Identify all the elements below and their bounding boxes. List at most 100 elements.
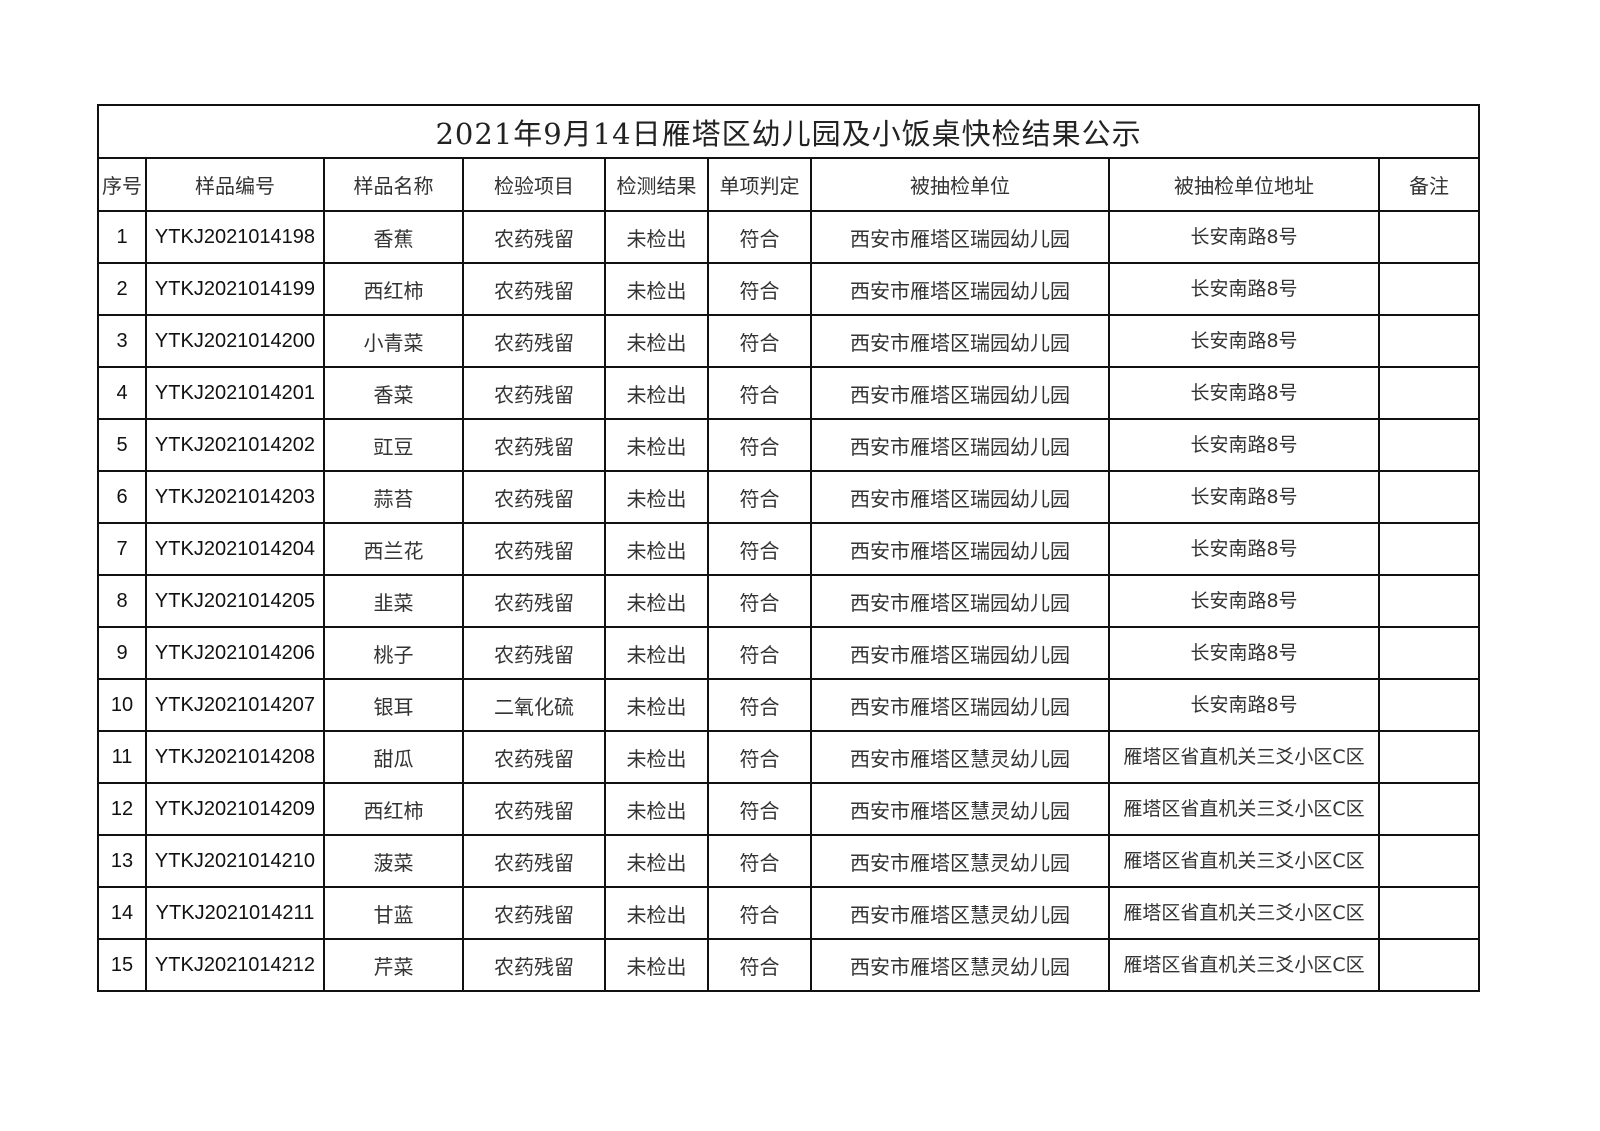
cell-name: 香蕉 — [323, 210, 464, 264]
cell-result: 未检出 — [604, 782, 709, 836]
cell-note — [1377, 418, 1481, 472]
header-code: 样品编号 — [145, 157, 325, 212]
cell-verdict: 符合 — [707, 834, 812, 888]
cell-address: 长安南路8号 — [1108, 574, 1380, 628]
cell-note — [1377, 522, 1481, 576]
cell-no: 12 — [97, 782, 147, 836]
cell-item: 农药残留 — [462, 574, 606, 628]
cell-result: 未检出 — [604, 314, 709, 368]
cell-verdict: 符合 — [707, 366, 812, 420]
cell-no: 1 — [97, 210, 147, 264]
cell-address: 长安南路8号 — [1108, 366, 1380, 420]
table-row: 14 YTKJ2021014211 甘蓝 农药残留 未检出 符合 西安市雁塔区慧灵幼儿园 雁塔… — [97, 886, 1481, 940]
cell-no: 9 — [97, 626, 147, 680]
cell-item: 农药残留 — [462, 262, 606, 316]
cell-item: 农药残留 — [462, 782, 606, 836]
cell-note — [1377, 626, 1481, 680]
header-address: 被抽检单位地址 — [1108, 157, 1380, 212]
cell-unit: 西安市雁塔区慧灵幼儿园 — [810, 834, 1110, 888]
cell-code: YTKJ2021014209 — [145, 782, 325, 836]
cell-verdict: 符合 — [707, 314, 812, 368]
cell-result: 未检出 — [604, 626, 709, 680]
cell-name: 芹菜 — [323, 938, 464, 992]
cell-unit: 西安市雁塔区瑞园幼儿园 — [810, 470, 1110, 524]
cell-item: 农药残留 — [462, 730, 606, 784]
cell-unit: 西安市雁塔区瑞园幼儿园 — [810, 678, 1110, 732]
cell-no: 2 — [97, 262, 147, 316]
cell-name: 甘蓝 — [323, 886, 464, 940]
table-row: 5 YTKJ2021014202 豇豆 农药残留 未检出 符合 西安市雁塔区瑞园幼儿园 长安南… — [97, 418, 1481, 472]
cell-no: 11 — [97, 730, 147, 784]
cell-note — [1377, 938, 1481, 992]
cell-address: 长安南路8号 — [1108, 262, 1380, 316]
cell-result: 未检出 — [604, 210, 709, 264]
cell-unit: 西安市雁塔区瑞园幼儿园 — [810, 366, 1110, 420]
cell-note — [1377, 730, 1481, 784]
cell-item: 农药残留 — [462, 470, 606, 524]
cell-name: 小青菜 — [323, 314, 464, 368]
cell-note — [1377, 678, 1481, 732]
cell-result: 未检出 — [604, 678, 709, 732]
cell-code: YTKJ2021014207 — [145, 678, 325, 732]
table-row: 12 YTKJ2021014209 西红柿 农药残留 未检出 符合 西安市雁塔区慧灵幼儿园雁… — [97, 782, 1481, 836]
cell-item: 农药残留 — [462, 938, 606, 992]
table-row: 11 YTKJ2021014208 甜瓜 农药残留 未检出 符合 西安市雁塔区慧灵幼儿园 雁塔… — [97, 730, 1481, 784]
cell-no: 10 — [97, 678, 147, 732]
cell-code: YTKJ2021014198 — [145, 210, 325, 264]
table-row: 8 YTKJ2021014205 韭菜 农药残留 未检出 符合 西安市雁塔区瑞园幼儿园 长安南… — [97, 574, 1481, 628]
cell-note — [1377, 366, 1481, 420]
cell-address: 长安南路8号 — [1108, 470, 1380, 524]
cell-address: 长安南路8号 — [1108, 626, 1380, 680]
cell-result: 未检出 — [604, 938, 709, 992]
cell-unit: 西安市雁塔区慧灵幼儿园 — [810, 782, 1110, 836]
cell-code: YTKJ2021014199 — [145, 262, 325, 316]
table-row: 1 YTKJ2021014198 香蕉 农药残留 未检出 符合 西安市雁塔区瑞园幼儿园 长安南… — [97, 210, 1481, 264]
header-result: 检测结果 — [604, 157, 709, 212]
cell-address: 长安南路8号 — [1108, 522, 1380, 576]
cell-no: 13 — [97, 834, 147, 888]
cell-address: 雁塔区省直机关三爻小区C区 — [1108, 782, 1380, 836]
table-row: 9 YTKJ2021014206 桃子 农药残留 未检出 符合 西安市雁塔区瑞园幼儿园 长安南… — [97, 626, 1481, 680]
cell-no: 14 — [97, 886, 147, 940]
cell-no: 5 — [97, 418, 147, 472]
cell-verdict: 符合 — [707, 886, 812, 940]
cell-verdict: 符合 — [707, 626, 812, 680]
cell-verdict: 符合 — [707, 782, 812, 836]
header-no: 序号 — [97, 157, 147, 212]
header-item: 检验项目 — [462, 157, 606, 212]
cell-result: 未检出 — [604, 834, 709, 888]
cell-address: 长安南路8号 — [1108, 418, 1380, 472]
cell-verdict: 符合 — [707, 418, 812, 472]
cell-code: YTKJ2021014205 — [145, 574, 325, 628]
header-unit: 被抽检单位 — [810, 157, 1110, 212]
cell-unit: 西安市雁塔区瑞园幼儿园 — [810, 418, 1110, 472]
cell-name: 西红柿 — [323, 782, 464, 836]
cell-note — [1377, 262, 1481, 316]
table-row: 4 YTKJ2021014201 香菜 农药残留 未检出 符合 西安市雁塔区瑞园幼儿园 长安南… — [97, 366, 1481, 420]
cell-note — [1377, 314, 1481, 368]
cell-note — [1377, 574, 1481, 628]
cell-code: YTKJ2021014210 — [145, 834, 325, 888]
header-verdict: 单项判定 — [707, 157, 812, 212]
cell-no: 4 — [97, 366, 147, 420]
cell-code: YTKJ2021014204 — [145, 522, 325, 576]
cell-item: 农药残留 — [462, 418, 606, 472]
cell-address: 雁塔区省直机关三爻小区C区 — [1108, 938, 1380, 992]
cell-note — [1377, 886, 1481, 940]
cell-verdict: 符合 — [707, 730, 812, 784]
cell-address: 长安南路8号 — [1108, 314, 1380, 368]
cell-unit: 西安市雁塔区瑞园幼儿园 — [810, 314, 1110, 368]
cell-code: YTKJ2021014201 — [145, 366, 325, 420]
cell-code: YTKJ2021014202 — [145, 418, 325, 472]
cell-item: 农药残留 — [462, 522, 606, 576]
cell-result: 未检出 — [604, 470, 709, 524]
cell-item: 农药残留 — [462, 626, 606, 680]
cell-result: 未检出 — [604, 574, 709, 628]
cell-address: 雁塔区省直机关三爻小区C区 — [1108, 730, 1380, 784]
table-row: 6 YTKJ2021014203 蒜苔 农药残留 未检出 符合 西安市雁塔区瑞园幼儿园 长安南… — [97, 470, 1481, 524]
header-row: 序号 样品编号 样品名称 检验项目 检测结果 单项判定 被抽检单位 被抽检单位地… — [97, 157, 1481, 212]
cell-item: 农药残留 — [462, 314, 606, 368]
cell-address: 长安南路8号 — [1108, 210, 1380, 264]
cell-unit: 西安市雁塔区慧灵幼儿园 — [810, 886, 1110, 940]
cell-name: 豇豆 — [323, 418, 464, 472]
